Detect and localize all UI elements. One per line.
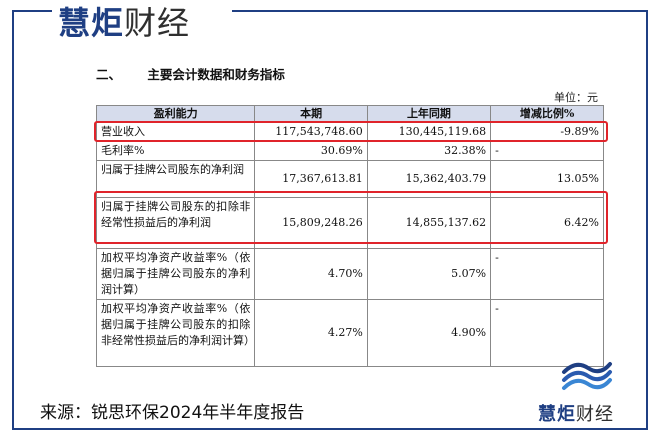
prior-value: 5.07% <box>366 248 492 300</box>
brand-logo-top: 慧炬财经 <box>58 0 190 44</box>
change-value: 6.42% <box>490 197 604 249</box>
change-value: - <box>490 299 604 367</box>
table-row: 归属于挂牌公司股东的扣除非经常性损益后的净利润 15,809,248.26 14… <box>95 197 604 249</box>
row-label: 归属于挂牌公司股东的扣除非经常性损益后的净利润 <box>95 197 256 249</box>
section-title: 二、 主要会计数据和财务指标 <box>96 64 285 83</box>
unit-label: 单位：元 <box>554 91 598 104</box>
section-number: 二、 <box>96 67 122 82</box>
change-value: - <box>490 141 604 161</box>
prior-value: 130,445,119.68 <box>366 122 492 142</box>
current-value: 30.69% <box>254 141 368 161</box>
header-cell: 本期 <box>254 105 368 123</box>
change-value: - <box>490 248 604 300</box>
brand-logo-bottom: 慧炬财经 <box>538 400 614 426</box>
section-heading: 主要会计数据和财务指标 <box>147 67 285 82</box>
brand-part2: 财经 <box>576 404 614 425</box>
current-value: 15,809,248.26 <box>254 197 368 249</box>
prior-value: 14,855,137.62 <box>366 197 492 249</box>
table-row: 加权平均净资产收益率%（依据归属于挂牌公司股东的净利润计算） 4.70% 5.0… <box>95 248 604 300</box>
row-label: 加权平均净资产收益率%（依据归属于挂牌公司股东的扣除非经常性损益后的净利润计算） <box>95 299 256 367</box>
prior-value: 4.90% <box>366 299 492 367</box>
wave-logo-icon <box>562 362 612 390</box>
header-cell: 增减比例% <box>490 105 604 123</box>
row-label: 毛利率% <box>95 141 256 161</box>
header-cell: 盈利能力 <box>95 105 256 123</box>
frame-top-left-line <box>12 10 52 12</box>
row-label: 加权平均净资产收益率%（依据归属于挂牌公司股东的净利润计算） <box>95 248 256 300</box>
page-frame <box>12 10 648 430</box>
row-label: 营业收入 <box>95 122 256 142</box>
highlight-box-revenue <box>94 121 608 142</box>
table-row: 营业收入 117,543,748.60 130,445,119.68 -9.89… <box>95 122 604 142</box>
change-value: -9.89% <box>490 122 604 142</box>
prior-value: 32.38% <box>366 141 492 161</box>
brand-part1: 慧炬 <box>58 4 125 42</box>
current-value: 4.27% <box>254 299 368 367</box>
brand-part2: 财经 <box>124 4 191 42</box>
table-row: 加权平均净资产收益率%（依据归属于挂牌公司股东的扣除非经常性损益后的净利润计算）… <box>95 299 604 367</box>
current-value: 4.70% <box>254 248 368 300</box>
financial-table: 盈利能力 本期 上年同期 增减比例% 营业收入 117,543,748.60 1… <box>95 105 604 367</box>
frame-top-right-line <box>232 10 648 12</box>
source-note: 来源：锐思环保2024年半年度报告 <box>40 403 305 423</box>
brand-part1: 慧炬 <box>538 404 576 425</box>
table-row: 毛利率% 30.69% 32.38% - <box>95 141 604 161</box>
header-cell: 上年同期 <box>366 105 492 123</box>
table-header-row: 盈利能力 本期 上年同期 增减比例% <box>95 105 604 123</box>
highlight-box-net-profit <box>94 191 608 244</box>
